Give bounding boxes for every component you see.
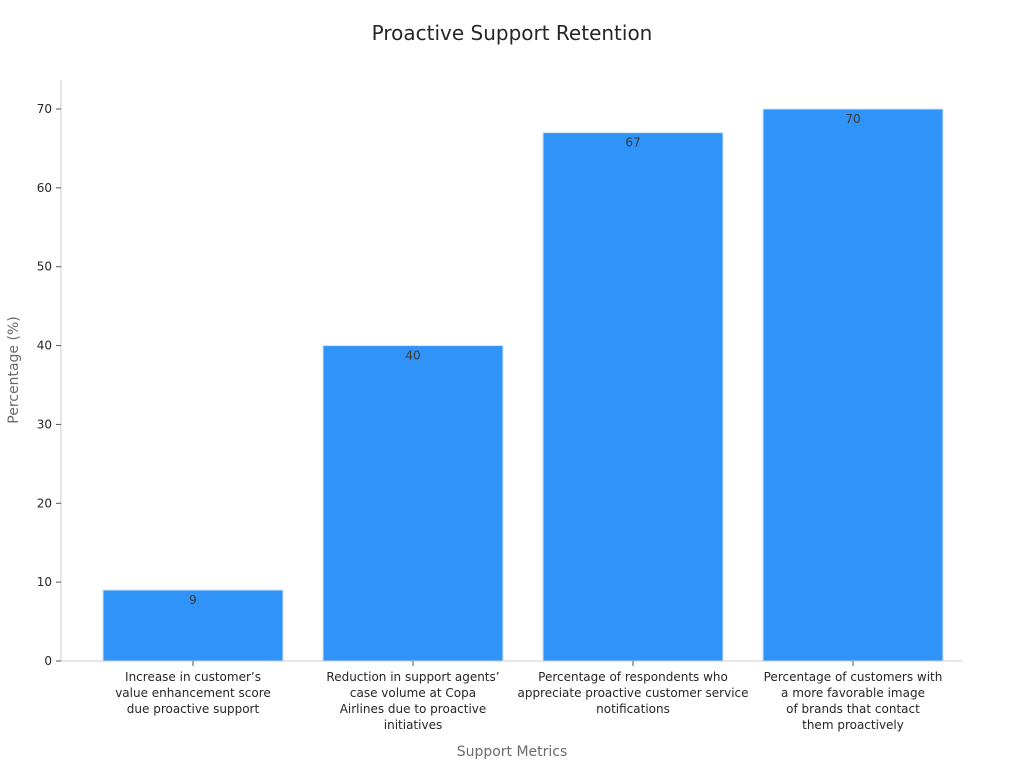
x-category-label-line: Percentage of respondents who [538, 670, 728, 684]
x-category-label: Percentage of customers with a more favor… [764, 670, 943, 732]
x-category-label: Reduction in support agents’ case volume … [326, 670, 499, 732]
bar [762, 108, 944, 662]
bar [542, 132, 724, 662]
y-tick-label: 70 [37, 102, 52, 116]
x-axis-title: Support Metrics [457, 744, 568, 760]
x-category-label-line: them proactively [802, 718, 904, 732]
chart-title: Proactive Support Retention [372, 21, 653, 45]
x-category-label: Percentage of respondents who appreciate … [517, 670, 748, 716]
axes-layer: 0 10 20 30 40 50 60 70 Increase in customer’s val… [37, 80, 963, 732]
y-tick-label: 50 [37, 260, 52, 274]
x-category-label-line: Airlines due to proactive [340, 702, 487, 716]
y-tick-label: 30 [37, 417, 52, 431]
x-category-label-line: appreciate proactive customer service [517, 686, 748, 700]
bars-layer: 9 40 67 70 [102, 108, 944, 662]
y-tick-label: 20 [37, 496, 52, 510]
bar [322, 345, 504, 662]
bar-value-label: 67 [625, 136, 640, 150]
y-tick-label: 60 [37, 181, 52, 195]
x-category-label-line: initiatives [384, 718, 442, 732]
bar [102, 589, 284, 662]
y-axis-title: Percentage (%) [6, 316, 22, 423]
bar-value-label: 9 [189, 593, 197, 607]
x-category-label-line: notifications [596, 702, 670, 716]
y-tick-label: 10 [37, 575, 52, 589]
y-tick-label: 40 [37, 339, 52, 353]
y-tick-label: 0 [44, 654, 52, 668]
x-category-label-line: Percentage of customers with [764, 670, 943, 684]
x-category-label-line: a more favorable image [781, 686, 925, 700]
x-category-label-line: of brands that contact [786, 702, 920, 716]
x-category-label-line: value enhancement score [115, 686, 271, 700]
x-category-label-line: case volume at Copa [350, 686, 476, 700]
bar-value-label: 70 [845, 112, 860, 126]
x-category-label-line: Increase in customer’s [125, 670, 261, 684]
x-category-label-line: Reduction in support agents’ [326, 670, 499, 684]
x-category-label: Increase in customer’s value enhancement … [115, 670, 271, 716]
x-category-label-line: due proactive support [127, 702, 260, 716]
bar-value-label: 40 [405, 349, 420, 363]
